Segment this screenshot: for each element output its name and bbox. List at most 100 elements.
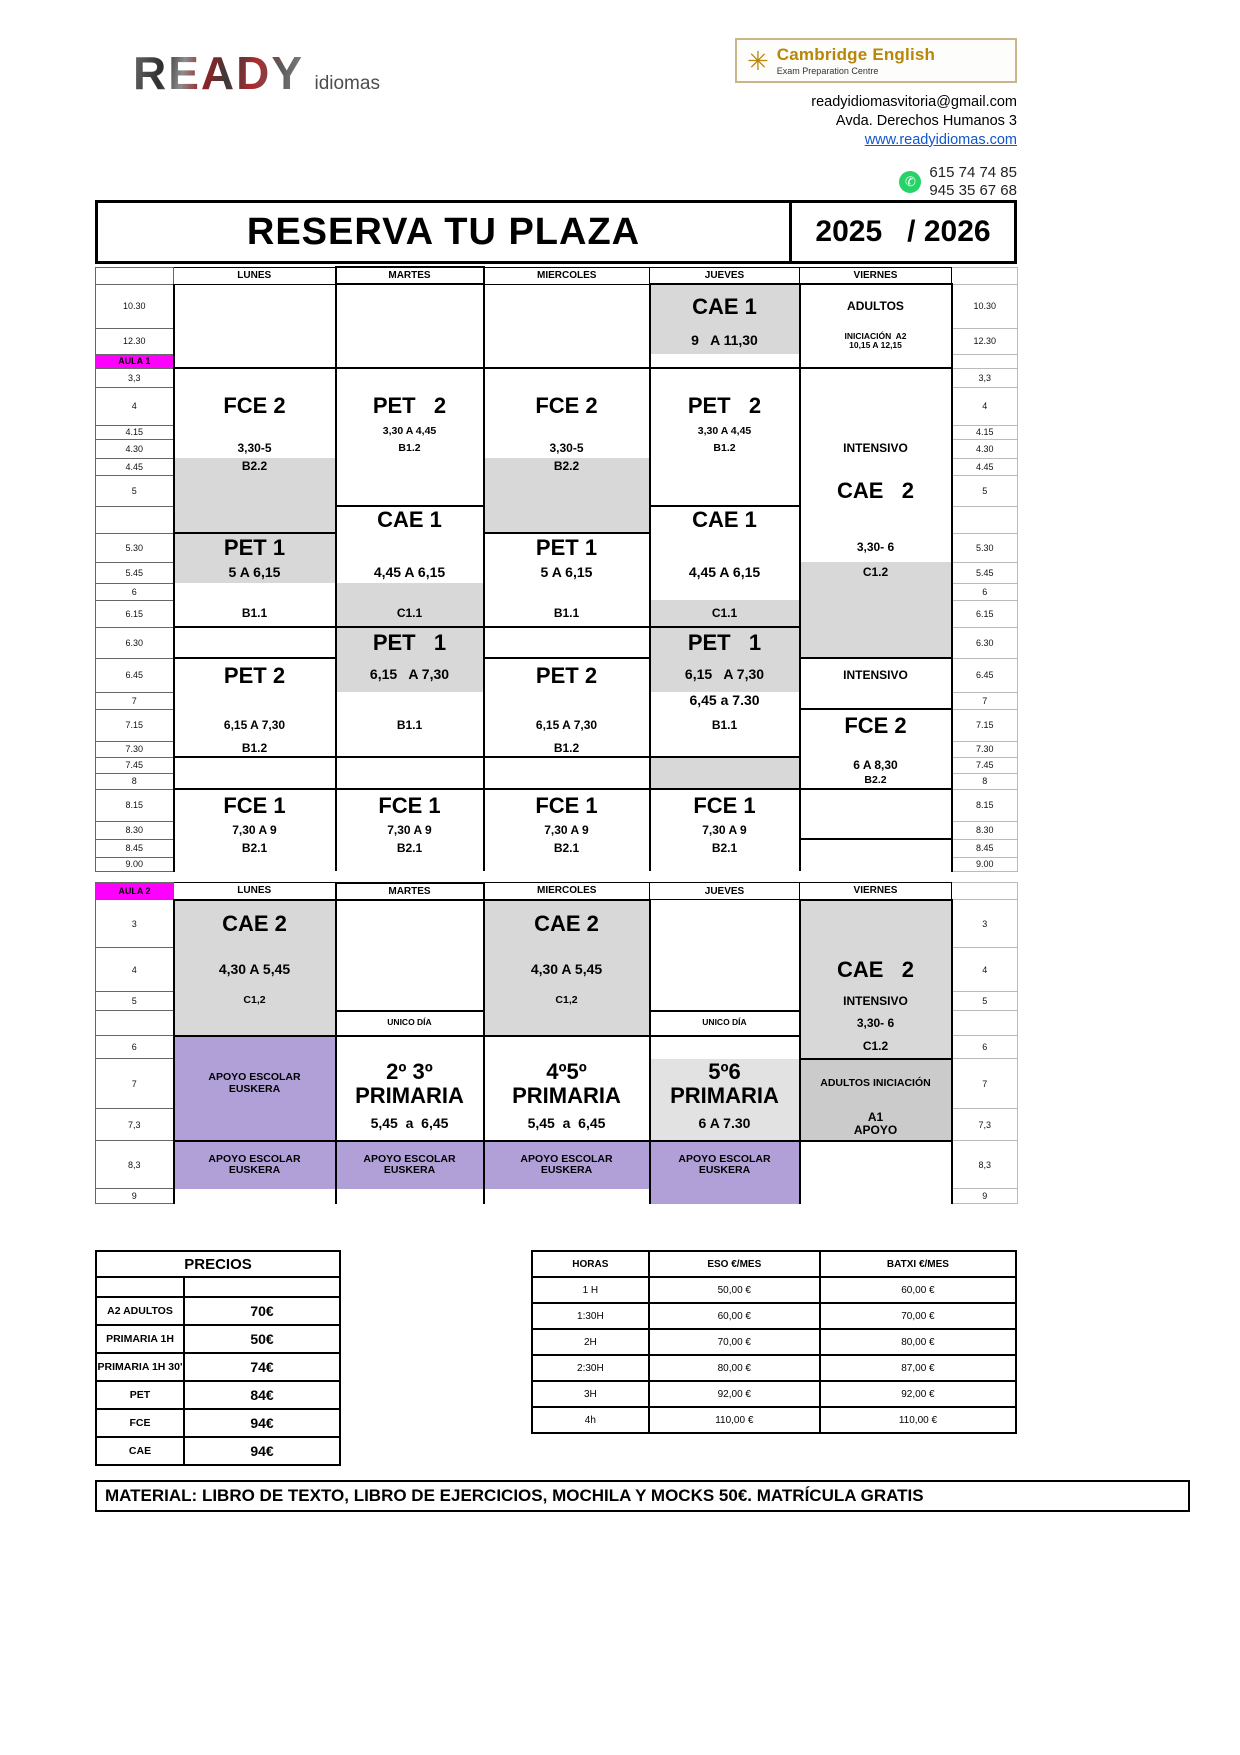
schedule-cell: [482, 756, 651, 773]
schedule-cell: FCE 1: [172, 788, 337, 821]
class-text: PET 2: [535, 662, 598, 688]
schedule-cell: INICIACIÓN A2 10,15 A 12,15: [798, 328, 953, 354]
tarifas-cell: 110,00 €: [818, 1406, 1018, 1434]
schedule-cell: UNICO DÍA: [334, 1009, 485, 1036]
class-text: B1.1: [396, 717, 423, 732]
class-text: 4,30 A 5,45: [218, 960, 291, 977]
time-label-right: 6: [951, 582, 1018, 601]
schedule-cell: B1.2: [648, 439, 801, 458]
schedule-cell: [482, 425, 651, 439]
class-text: B2.2: [553, 459, 580, 474]
class-text: 3,30- 6: [856, 540, 895, 555]
schedule-cell: APOYO ESCOLAR EUSKERA: [648, 1139, 801, 1189]
class-text: 2º 3º: [386, 1058, 433, 1084]
schedule-cell: INTENSIVO: [798, 991, 953, 1011]
class-text: B1.1: [241, 605, 268, 620]
time-label-right: [951, 266, 1018, 285]
time-label-left: 8.30: [95, 820, 174, 840]
class-text: EUSKERA: [383, 1164, 436, 1176]
schedule-cell: 5º6 PRIMARIA: [648, 1058, 801, 1109]
class-text: 4,30 A 5,45: [530, 960, 603, 977]
class-text: EUSKERA: [228, 1164, 281, 1176]
schedule-cell: [334, 533, 485, 562]
class-text: 5,45 a 6,45: [527, 1115, 606, 1132]
time-label-left: 8,3: [95, 1140, 174, 1189]
time-label-left: 12.30: [95, 327, 174, 355]
tarifas-cell: 2H: [531, 1328, 650, 1356]
schedule-cell: PET 2: [334, 387, 485, 425]
class-text: INTENSIVO: [843, 993, 908, 1008]
time-label-left: 9.00: [95, 856, 174, 872]
schedule-cell: A1 APOYO: [798, 1108, 953, 1141]
time-label-right: 7: [951, 691, 1018, 710]
time-label-right: 5.30: [951, 532, 1018, 563]
class-text: 3,30-5: [237, 441, 272, 456]
class-text: 7,30 A 9: [387, 822, 432, 837]
schedule-cell: [482, 1188, 651, 1204]
day-header-miercoles: MIERCOLES: [483, 266, 650, 285]
class-text: PRIMARIA: [670, 1082, 779, 1108]
schedule-cell: [482, 626, 651, 658]
schedule-cell: C1.2: [798, 1035, 953, 1059]
tarifas-cell: 3H: [531, 1380, 650, 1408]
schedule-cell: [172, 368, 337, 387]
schedule-cell: [798, 838, 953, 857]
schedule-cell: B2.1: [648, 839, 801, 857]
schedule-cell: CAE 2: [798, 475, 953, 506]
class-text: PET 1: [687, 630, 762, 656]
schedule-cell: B1.1: [334, 709, 485, 741]
logo-wordmark: READY: [133, 47, 305, 99]
class-text: C1.2: [862, 565, 889, 580]
tarifas-cell: 92,00 €: [647, 1380, 821, 1408]
class-text: INTENSIVO: [843, 668, 908, 683]
precio-value: 74€: [183, 1352, 341, 1382]
schedule-cell: [648, 533, 801, 562]
class-text: 6 A 7.30: [698, 1115, 751, 1132]
class-text: B1.2: [713, 441, 736, 454]
schedule-cell: 6,15 A 7,30: [334, 658, 485, 692]
schedule-cell: FCE 2: [172, 387, 337, 425]
schedule-cell: [172, 756, 337, 773]
time-label-right: 5: [951, 991, 1018, 1011]
class-text: B2.2: [864, 773, 887, 786]
schedule-cell: C1.1: [334, 600, 485, 627]
tarifas-row: 1 H 50,00 €60,00 €: [531, 1276, 1018, 1304]
schedule-cell: [482, 583, 651, 600]
schedule-cell: [648, 857, 801, 871]
day-header-jueves: JUEVES: [649, 266, 800, 285]
website-link[interactable]: www.readyidiomas.com: [864, 131, 1017, 148]
tarifas-header: BATXI €/MES: [818, 1250, 1018, 1278]
class-text: 4,45 A 6,15: [688, 563, 761, 580]
aula-label: AULA 1: [95, 353, 174, 369]
class-text: 6 A 8,30: [853, 757, 898, 772]
schedule-cell: [172, 626, 337, 658]
class-text: APOYO ESCOLAR: [363, 1152, 456, 1165]
schedule-cell: [334, 354, 485, 369]
day-header-lunes: LUNES: [173, 882, 336, 900]
class-text: 5 A 6,15: [540, 563, 593, 580]
tarifas-cell: 60,00 €: [818, 1276, 1018, 1304]
class-text: CAE 2: [222, 911, 287, 937]
schedule-cell: [648, 991, 801, 1011]
cambridge-flower-icon: ✳: [747, 45, 769, 76]
schedule-cell: 4,45 A 6,15: [648, 562, 801, 583]
class-text: 6,15 A 7,30: [684, 666, 765, 683]
schedule-cell: [798, 425, 953, 439]
schedule-cell: [334, 692, 485, 709]
tarifas-cell: 4h: [531, 1406, 650, 1434]
precio-course: A2 ADULTOS: [95, 1296, 185, 1326]
time-label-left: 7.45: [95, 756, 174, 774]
schedule-cell: B2.1: [334, 839, 485, 857]
precio-course: CAE: [95, 1436, 185, 1466]
schedule-cell: [482, 692, 651, 709]
day-header-miercoles: MIERCOLES: [483, 882, 650, 900]
schedule-cell: FCE 1: [482, 788, 651, 821]
precio-course: FCE: [95, 1408, 185, 1438]
class-text: PET 2: [223, 662, 286, 688]
class-text: CAE 2: [534, 911, 599, 937]
tarifas-cell: 92,00 €: [818, 1380, 1018, 1408]
class-text: 7,30 A 9: [702, 822, 747, 837]
precios-empty-cell: [95, 1276, 185, 1298]
time-label-right: 8,3: [951, 1140, 1018, 1189]
tarifas-row: 2H 70,00 €80,00 €: [531, 1328, 1018, 1356]
